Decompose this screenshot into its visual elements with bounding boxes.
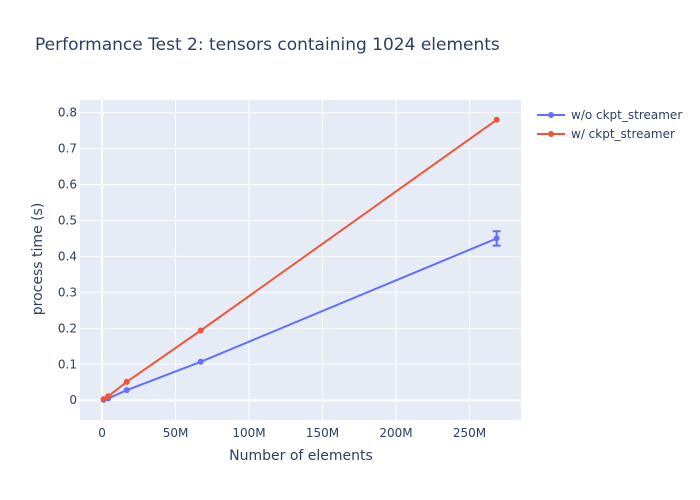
y-axis-ticks: 0 0.1 0.2 0.3 0.4 0.5 0.6 0.7 0.8 bbox=[58, 106, 77, 408]
data-point[interactable] bbox=[123, 387, 130, 394]
data-point[interactable] bbox=[123, 378, 130, 385]
gridlines bbox=[80, 100, 521, 420]
x-tick-label: 50M bbox=[163, 426, 189, 440]
data-point[interactable] bbox=[493, 116, 500, 123]
y-axis-title: process time (s) bbox=[30, 203, 46, 316]
series-layer bbox=[100, 116, 501, 403]
legend-label: w/ ckpt_streamer bbox=[571, 127, 675, 141]
data-point[interactable] bbox=[105, 393, 112, 400]
y-tick-label: 0.7 bbox=[58, 142, 77, 156]
y-tick-label: 0.3 bbox=[58, 285, 77, 299]
x-tick-label: 250M bbox=[453, 426, 486, 440]
x-tick-label: 200M bbox=[379, 426, 412, 440]
data-point[interactable] bbox=[197, 358, 204, 365]
y-tick-label: 0.2 bbox=[58, 321, 77, 335]
legend-label: w/o ckpt_streamer bbox=[571, 108, 682, 122]
legend-item-0[interactable]: w/o ckpt_streamer bbox=[537, 108, 682, 122]
legend-marker-swatch bbox=[548, 131, 554, 137]
data-point[interactable] bbox=[100, 396, 107, 403]
legend-item-1[interactable]: w/ ckpt_streamer bbox=[537, 127, 675, 141]
data-point[interactable] bbox=[493, 235, 500, 242]
series-0 bbox=[100, 230, 501, 403]
y-tick-label: 0.5 bbox=[58, 213, 77, 227]
x-axis-ticks: 0 50M 100M 150M 200M 250M bbox=[98, 426, 486, 440]
y-tick-label: 0.6 bbox=[58, 177, 77, 191]
data-point[interactable] bbox=[197, 327, 204, 334]
legend[interactable]: w/o ckpt_streamer w/ ckpt_streamer bbox=[537, 108, 682, 141]
y-tick-label: 0.4 bbox=[58, 249, 77, 263]
legend-marker-swatch bbox=[548, 112, 554, 118]
series-1 bbox=[100, 116, 500, 403]
chart-title: Performance Test 2: tensors containing 1… bbox=[35, 35, 500, 55]
x-tick-label: 0 bbox=[98, 426, 106, 440]
y-tick-label: 0.8 bbox=[58, 106, 77, 120]
x-tick-label: 100M bbox=[232, 426, 265, 440]
y-tick-label: 0 bbox=[69, 393, 77, 407]
y-tick-label: 0.1 bbox=[58, 357, 77, 371]
x-tick-label: 150M bbox=[306, 426, 339, 440]
x-axis-title: Number of elements bbox=[229, 448, 373, 464]
